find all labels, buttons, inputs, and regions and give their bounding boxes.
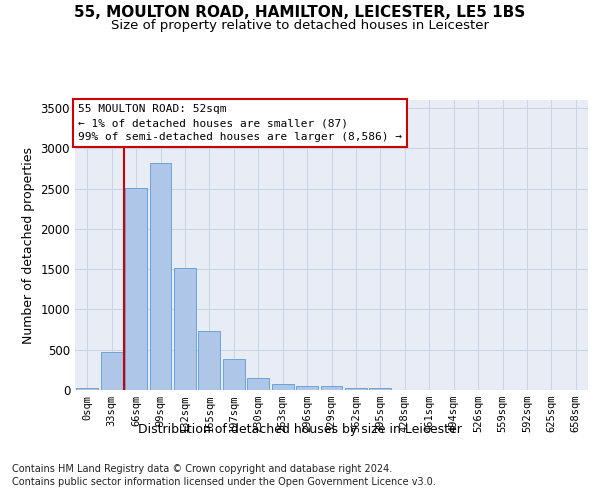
Bar [320, 386, 343, 390]
Bar [223, 358, 245, 390]
Bar [370, 388, 391, 390]
Bar [247, 378, 269, 390]
Text: 55 MOULTON ROAD: 52sqm
← 1% of detached houses are smaller (87)
99% of semi-deta: 55 MOULTON ROAD: 52sqm ← 1% of detached … [77, 104, 401, 142]
Text: 55, MOULTON ROAD, HAMILTON, LEICESTER, LE5 1BS: 55, MOULTON ROAD, HAMILTON, LEICESTER, L… [74, 5, 526, 20]
Text: Distribution of detached houses by size in Leicester: Distribution of detached houses by size … [138, 422, 462, 436]
Bar [125, 188, 147, 390]
Text: Size of property relative to detached houses in Leicester: Size of property relative to detached ho… [111, 19, 489, 32]
Text: Contains public sector information licensed under the Open Government Licence v3: Contains public sector information licen… [12, 477, 436, 487]
Bar [101, 352, 122, 390]
Bar [174, 268, 196, 390]
Bar [199, 331, 220, 390]
Y-axis label: Number of detached properties: Number of detached properties [22, 146, 35, 344]
Bar [345, 388, 367, 390]
Text: Contains HM Land Registry data © Crown copyright and database right 2024.: Contains HM Land Registry data © Crown c… [12, 464, 392, 474]
Bar [76, 388, 98, 390]
Bar [149, 163, 172, 390]
Bar [296, 386, 318, 390]
Bar [272, 384, 293, 390]
